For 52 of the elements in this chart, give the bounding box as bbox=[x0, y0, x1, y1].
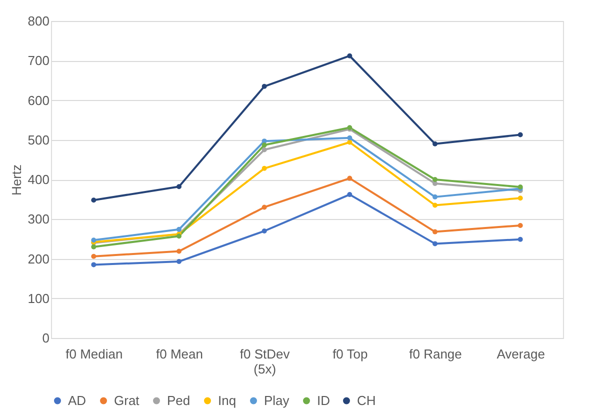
point bbox=[432, 141, 438, 146]
point bbox=[432, 194, 438, 200]
point bbox=[432, 202, 438, 208]
point bbox=[518, 236, 523, 242]
x-tick-label: Average bbox=[496, 346, 545, 362]
y-tick-label: 100 bbox=[28, 290, 50, 306]
x-tick-label: f0 Median bbox=[66, 346, 123, 362]
y-tick-label: 800 bbox=[28, 14, 50, 28]
y-axis-title: Hertz bbox=[8, 164, 24, 196]
point bbox=[347, 135, 352, 140]
y-tick-label: 400 bbox=[28, 172, 50, 187]
point bbox=[432, 229, 438, 234]
y-tick-label: 0 bbox=[42, 330, 50, 346]
point bbox=[176, 259, 182, 264]
y-tick-label: 600 bbox=[28, 92, 50, 108]
point bbox=[262, 147, 267, 152]
point bbox=[347, 53, 352, 58]
point bbox=[518, 222, 523, 228]
legend-label: CH bbox=[357, 392, 376, 408]
y-tick-label: 500 bbox=[28, 132, 50, 148]
x-tick-label: f0 Top bbox=[332, 346, 368, 362]
point bbox=[518, 196, 523, 201]
legend-label: AD bbox=[68, 392, 86, 408]
y-tick-label: 200 bbox=[28, 251, 50, 266]
legend-label: Inq bbox=[218, 392, 236, 408]
point bbox=[262, 228, 267, 234]
legend-label: Play bbox=[264, 392, 290, 408]
point bbox=[262, 204, 267, 210]
point bbox=[347, 192, 352, 198]
x-tick-label: f0 StDev (5x) bbox=[240, 346, 290, 376]
point bbox=[432, 177, 438, 182]
y-tick-label: 300 bbox=[28, 212, 50, 227]
point bbox=[91, 262, 96, 268]
y-tick-label: 700 bbox=[28, 53, 50, 68]
point bbox=[347, 176, 352, 181]
legend-label: Ped bbox=[167, 392, 190, 408]
point bbox=[176, 226, 182, 232]
point bbox=[262, 84, 267, 89]
point bbox=[262, 166, 267, 171]
point bbox=[518, 132, 523, 138]
point bbox=[91, 198, 96, 203]
legend-label: ID bbox=[317, 392, 330, 408]
x-tick-label: f0 Mean bbox=[156, 346, 203, 362]
x-tick-label: f0 Range bbox=[409, 346, 462, 362]
point bbox=[91, 254, 96, 259]
point bbox=[91, 244, 96, 250]
point bbox=[432, 241, 438, 246]
legend-label: Grat bbox=[114, 392, 140, 408]
point bbox=[347, 140, 352, 145]
point bbox=[176, 248, 182, 254]
point bbox=[262, 142, 267, 148]
point bbox=[176, 184, 182, 190]
